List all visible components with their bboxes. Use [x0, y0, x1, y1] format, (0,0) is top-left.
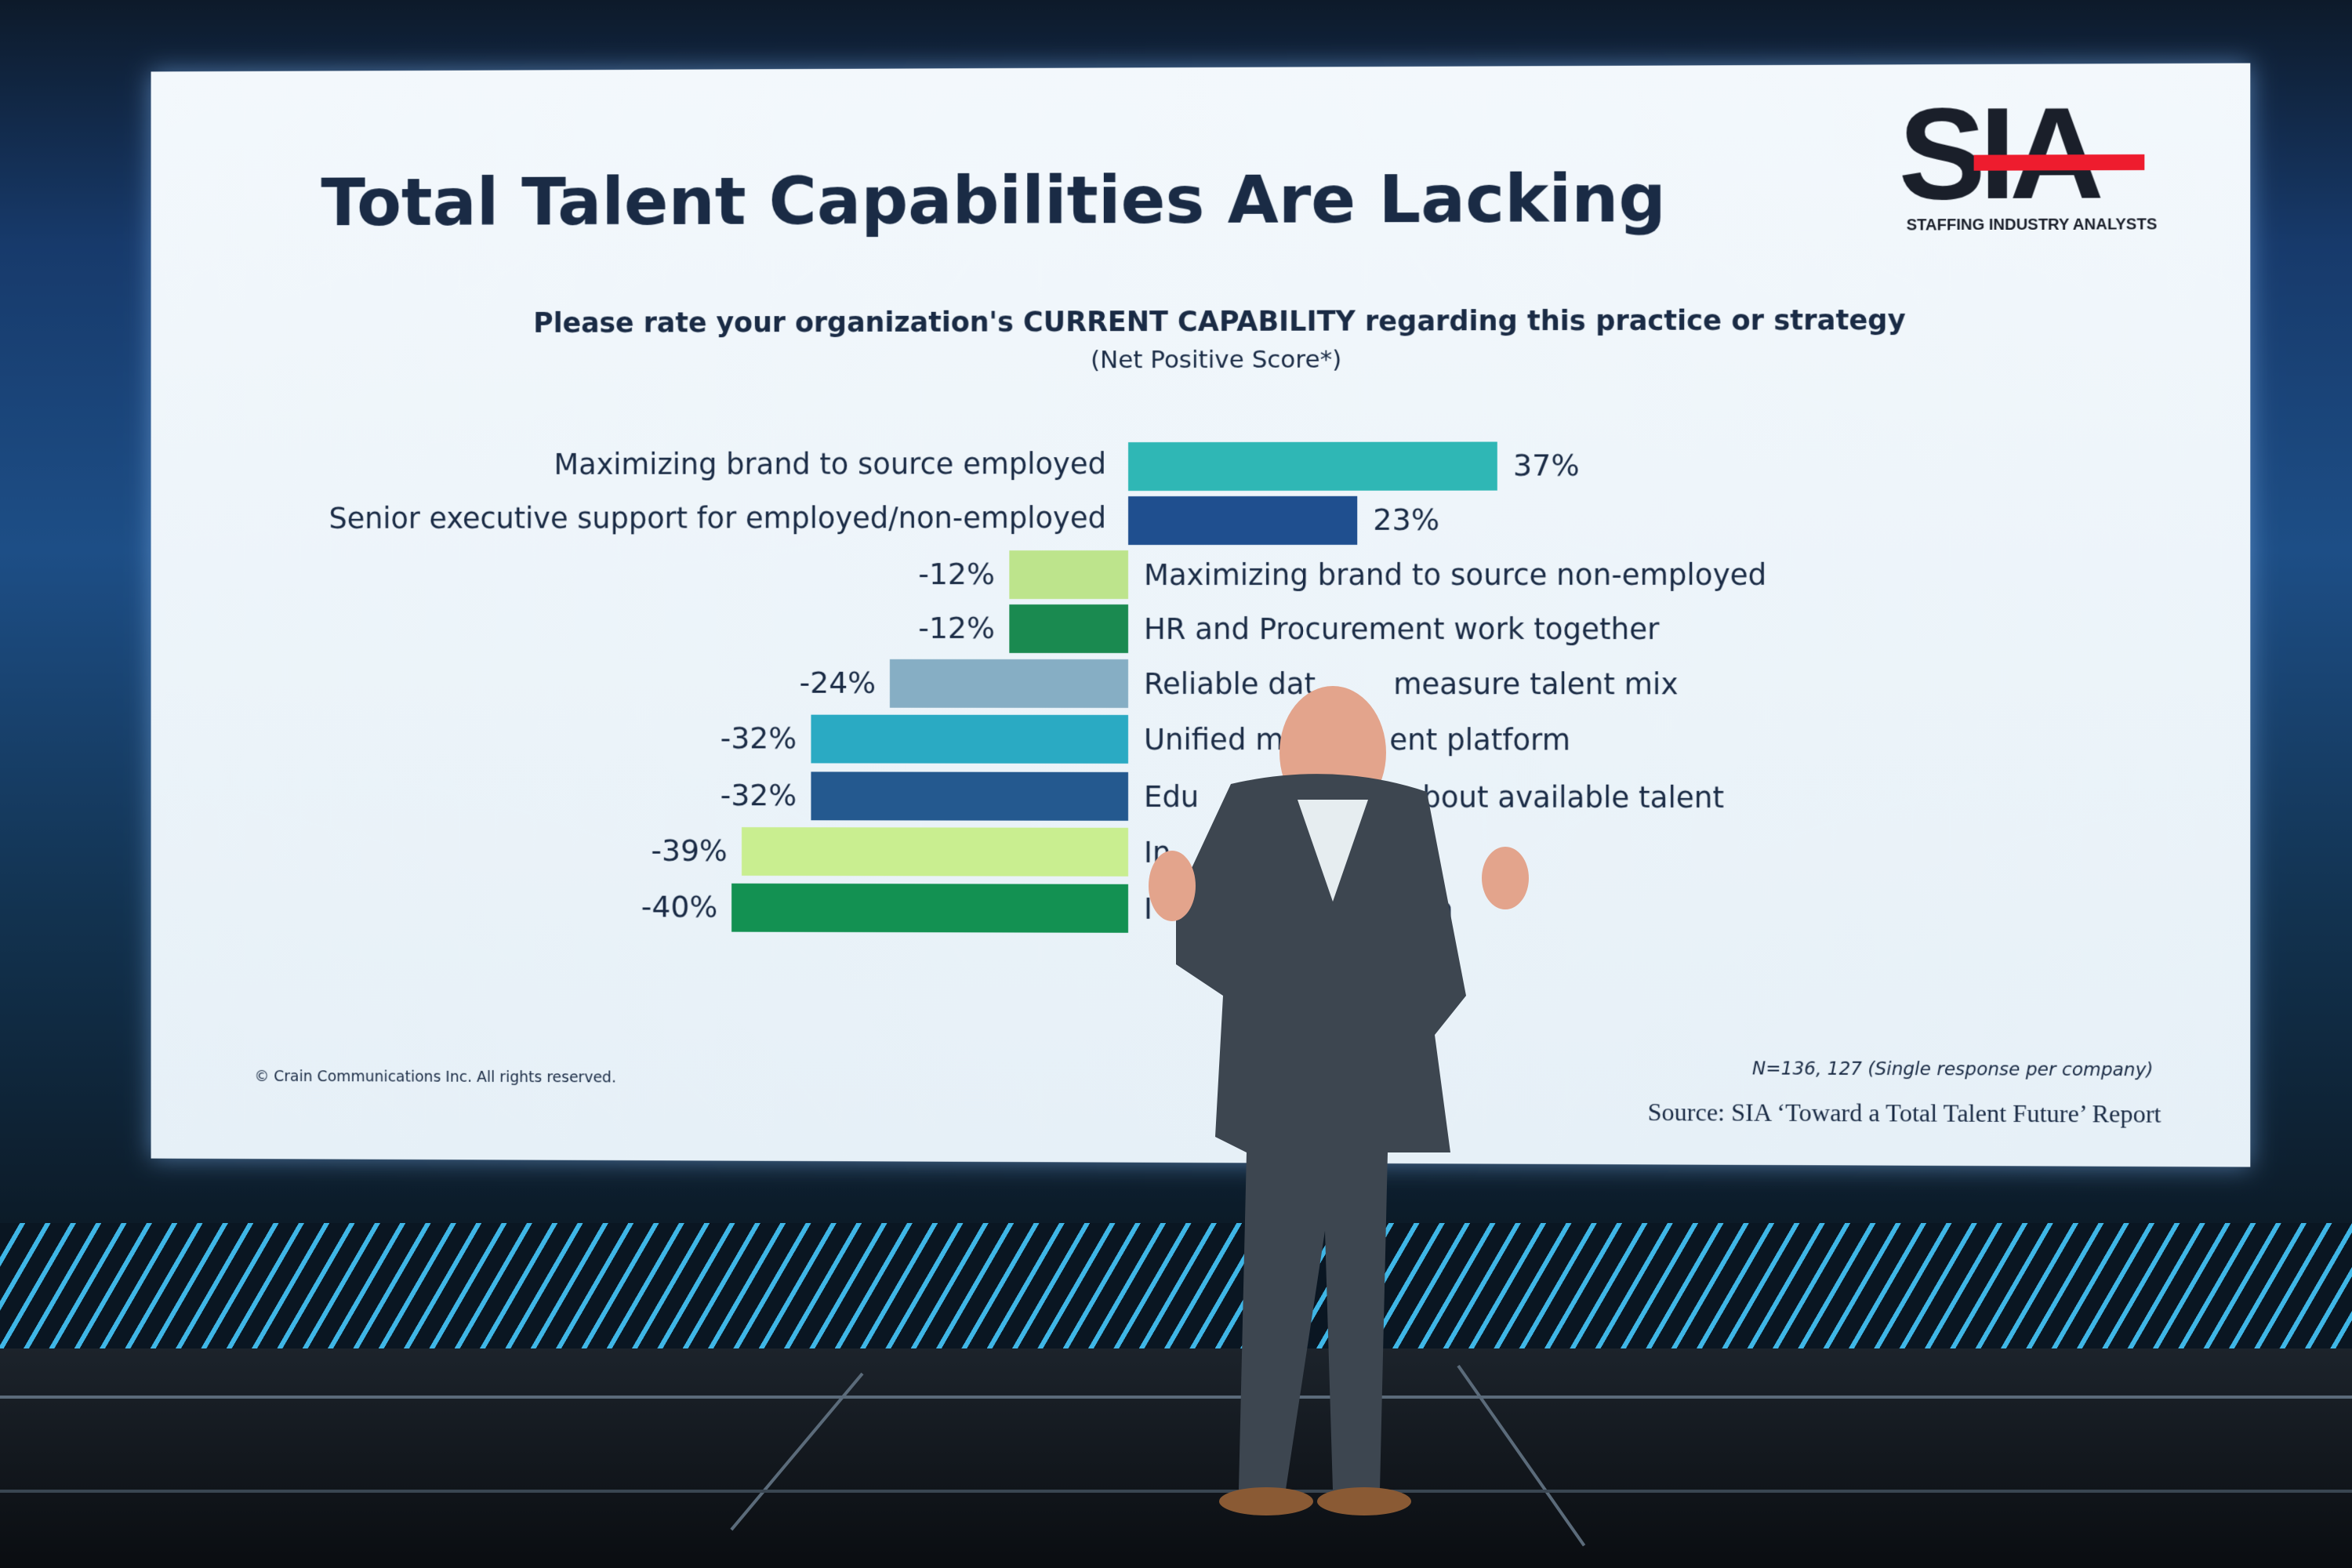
category-label: Maximizing brand to source non-employed: [1144, 557, 1767, 593]
stage-floor: [0, 1348, 2352, 1568]
chart-subtitle: (Net Positive Score*): [1091, 345, 1342, 375]
category-label: HR and Procurement work together: [1144, 612, 1660, 647]
value-label: -32%: [720, 720, 797, 756]
bar: [731, 883, 1129, 933]
floor-line: [0, 1490, 2352, 1493]
bar: [1008, 550, 1129, 600]
chart-title: Please rate your organization's CURRENT …: [533, 304, 1906, 339]
value-label: 23%: [1373, 502, 1440, 537]
bar: [811, 714, 1129, 764]
bar: [1128, 495, 1358, 546]
copyright-text: © Crain Communications Inc. All rights r…: [254, 1067, 616, 1087]
sia-logo: SIA STAFFING INDUSTRY ANALYSTS: [1899, 80, 2161, 241]
value-label: -40%: [641, 889, 718, 924]
slide-title: Total Talent Capabilities Are Lacking: [321, 159, 1666, 241]
svg-text:STAFFING INDUSTRY ANALYSTS: STAFFING INDUSTRY ANALYSTS: [1907, 216, 2158, 234]
value-label: 37%: [1512, 448, 1580, 483]
sample-size-note: N=136, 127 (Single response per company): [1751, 1058, 2154, 1081]
value-label: -32%: [720, 778, 797, 813]
value-label: -12%: [918, 611, 996, 645]
floor-line: [0, 1396, 2352, 1399]
speaker-person: [1149, 686, 1529, 1515]
category-label: Senior executive support for employed/no…: [328, 501, 1107, 535]
bar: [890, 659, 1129, 708]
value-label: -12%: [918, 557, 996, 592]
category-label: Maximizing brand to source employed: [554, 447, 1107, 481]
presentation-slide: Total Talent Capabilities Are Lacking SI…: [151, 63, 2251, 1167]
value-label: -24%: [799, 665, 877, 700]
bar: [1008, 604, 1129, 653]
bar: [1128, 441, 1497, 492]
source-note: Source: SIA ‘Toward a Total Talent Futur…: [1647, 1098, 2161, 1128]
bar: [811, 771, 1129, 821]
svg-text:SIA: SIA: [1899, 95, 2101, 226]
sia-logo-mark: SIA STAFFING INDUSTRY ANALYSTS: [1899, 80, 2158, 234]
value-label: -39%: [651, 833, 728, 868]
bar: [741, 827, 1129, 877]
